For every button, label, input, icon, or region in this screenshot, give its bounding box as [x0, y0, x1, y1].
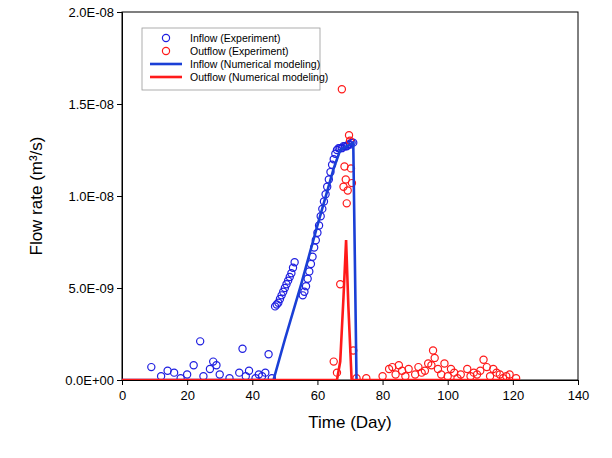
- y-axis-line: [117, 13, 123, 381]
- legend-swatch: [150, 76, 182, 79]
- legend-swatch: [162, 47, 169, 54]
- data-point: [262, 369, 269, 376]
- data-point: [216, 371, 223, 378]
- data-point: [291, 259, 298, 266]
- x-tick: 0: [119, 380, 126, 403]
- x-tick-label: 120: [503, 388, 525, 403]
- legend-label: Inflow (Experiment): [190, 32, 280, 44]
- x-tick-mark: [317, 380, 318, 385]
- legend-label: Outflow (Experiment): [190, 45, 289, 57]
- data-layer: [122, 86, 520, 380]
- data-point: [304, 275, 311, 282]
- data-point: [421, 367, 428, 374]
- data-point: [302, 283, 309, 290]
- x-tick: 60: [311, 380, 325, 403]
- chart-container: 0 20 40 60 80 100 120 140 0.0E+00 5.0E-09 1.0E-08 1…: [0, 0, 612, 458]
- y-tick: 0.0E+00: [65, 373, 122, 388]
- x-axis-line: [123, 381, 579, 386]
- x-tick-label: 40: [246, 388, 260, 403]
- x-tick-mark: [383, 380, 384, 385]
- data-point: [429, 347, 436, 354]
- y-tick: 5.0E-09: [68, 281, 122, 296]
- data-point: [171, 369, 178, 376]
- y-tick: 2.0E-08: [68, 5, 122, 20]
- x-tick: 120: [503, 380, 525, 403]
- series-line: [122, 240, 519, 380]
- series-line: [122, 143, 357, 380]
- plot: 0 20 40 60 80 100 120 140 0.0E+00 5.0E-09 1.0E-08 1…: [65, 5, 589, 403]
- data-point: [184, 371, 191, 378]
- y-tick-mark: [117, 196, 122, 197]
- legend-swatch: [150, 63, 182, 66]
- data-point: [197, 338, 204, 345]
- x-tick: 80: [376, 380, 390, 403]
- data-point: [148, 364, 155, 371]
- y-axis: 0.0E+00 5.0E-09 1.0E-08 1.5E-08 2.0E-08: [65, 5, 122, 388]
- x-axis: 0 20 40 60 80 100 120 140: [119, 380, 589, 403]
- data-point: [245, 367, 252, 374]
- x-tick-mark: [513, 380, 514, 385]
- y-tick-mark: [117, 12, 122, 13]
- x-tick: 20: [180, 380, 194, 403]
- x-tick-label: 60: [311, 388, 325, 403]
- data-point: [330, 358, 337, 365]
- data-point: [239, 345, 246, 352]
- x-tick-mark: [252, 380, 253, 385]
- plot-frame: [122, 12, 578, 380]
- x-tick: 40: [246, 380, 260, 403]
- chart-svg: 0 20 40 60 80 100 120 140 0.0E+00 5.0E-09 1.0E-08 1…: [0, 0, 612, 458]
- data-point: [405, 365, 412, 372]
- y-tick-label: 0.0E+00: [65, 373, 114, 388]
- x-axis-title: Time (Day): [308, 413, 391, 432]
- data-point: [441, 360, 448, 367]
- data-point: [306, 268, 313, 275]
- x-tick-label: 100: [437, 388, 459, 403]
- data-point: [431, 354, 438, 361]
- x-tick-label: 140: [568, 388, 590, 403]
- legend-label: Outflow (Numerical modeling): [190, 71, 328, 83]
- legend-swatch: [162, 34, 169, 41]
- x-tick-label: 20: [180, 388, 194, 403]
- x-tick-mark: [578, 380, 579, 385]
- data-point: [213, 362, 220, 369]
- legend: Inflow (Experiment)Outflow (Experiment)I…: [142, 28, 328, 90]
- x-tick-label: 80: [376, 388, 390, 403]
- y-tick-label: 1.5E-08: [68, 97, 114, 112]
- legend-label: Inflow (Numerical modeling): [190, 58, 320, 70]
- data-point: [480, 356, 487, 363]
- data-point: [344, 187, 351, 194]
- y-tick: 1.5E-08: [68, 97, 122, 112]
- y-tick-mark: [117, 104, 122, 105]
- y-tick-label: 2.0E-08: [68, 5, 114, 20]
- data-point: [190, 362, 197, 369]
- x-tick-label: 0: [119, 388, 126, 403]
- x-tick-mark: [448, 380, 449, 385]
- data-point: [338, 86, 345, 93]
- data-point: [457, 371, 464, 378]
- y-tick-label: 1.0E-08: [68, 189, 114, 204]
- data-point: [265, 351, 272, 358]
- y-axis-title: Flow rate (m³/s): [27, 137, 46, 256]
- y-tick-label: 5.0E-09: [68, 281, 114, 296]
- x-tick-mark: [187, 380, 188, 385]
- data-point: [343, 200, 350, 207]
- y-tick-mark: [117, 288, 122, 289]
- y-tick: 1.0E-08: [68, 189, 122, 204]
- y-tick-mark: [117, 380, 122, 381]
- x-tick: 100: [437, 380, 459, 403]
- x-tick: 140: [568, 380, 590, 403]
